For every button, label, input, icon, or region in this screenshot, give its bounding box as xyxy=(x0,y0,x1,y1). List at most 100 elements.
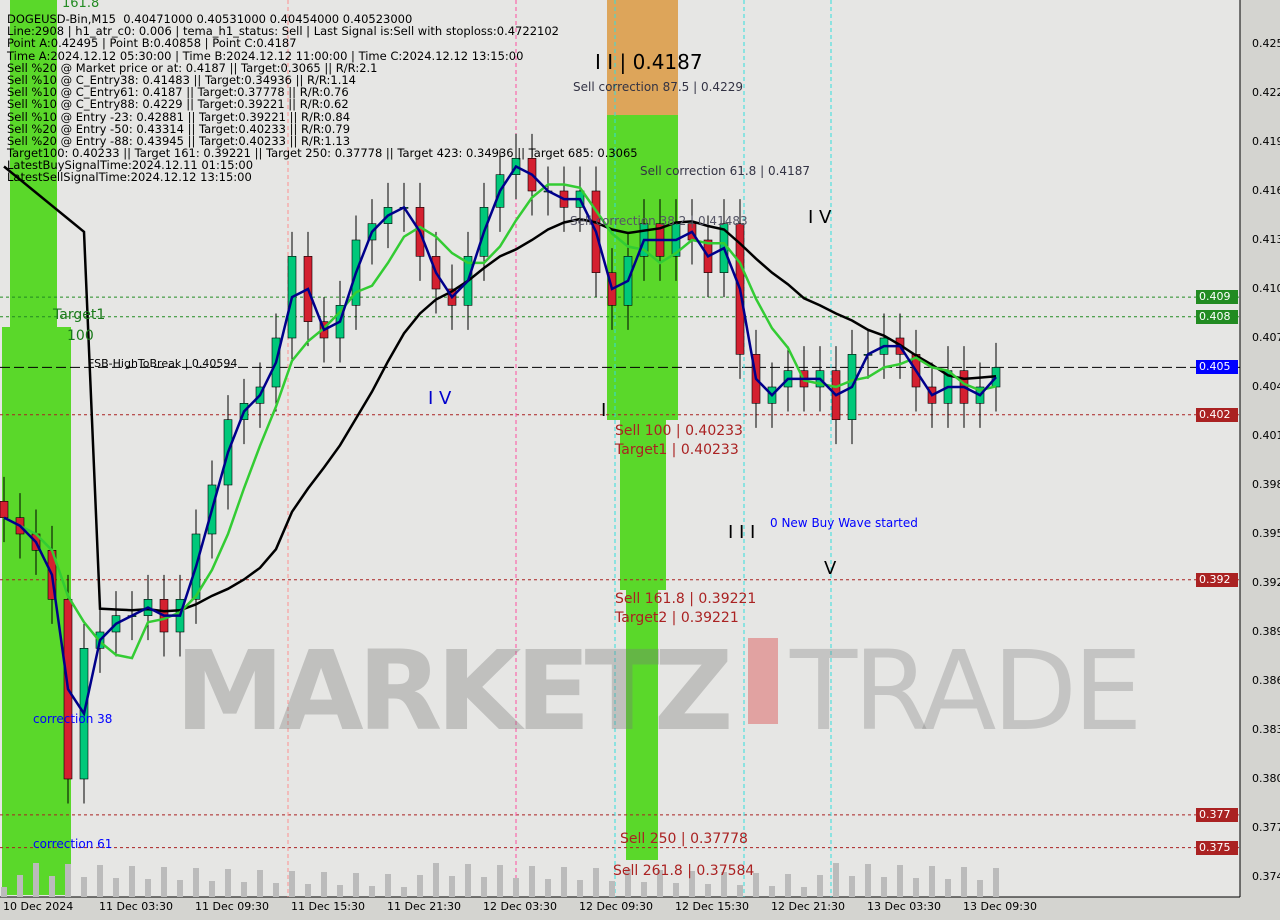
volume-bar xyxy=(193,868,199,897)
x-tick-label: 10 Dec 2024 xyxy=(3,900,74,913)
volume-bar xyxy=(81,877,87,897)
volume-bar xyxy=(945,879,951,897)
wave-v: V xyxy=(824,558,837,579)
new-buy-wave-label: 0 New Buy Wave started xyxy=(770,516,918,530)
volume-bar xyxy=(657,870,663,897)
sell-zone xyxy=(607,115,678,420)
volume-bar xyxy=(993,868,999,897)
y-tick-label: 0.413 xyxy=(1252,232,1280,246)
wave-iv-right: I V xyxy=(808,207,832,228)
y-tick-label: 0.374 xyxy=(1252,869,1280,883)
volume-bar xyxy=(577,880,583,897)
wave-iii: I I I xyxy=(728,522,756,543)
volume-bar xyxy=(625,869,631,897)
volume-bar xyxy=(929,866,935,897)
target2-level-label: Target2 | 0.39221 xyxy=(615,610,739,626)
y-tick-label: 0.422 xyxy=(1252,85,1280,99)
y-tick-label: 0.383 xyxy=(1252,722,1280,736)
volume-bar xyxy=(241,882,247,897)
info-line: Target100: 0.40233 || Target 161: 0.3922… xyxy=(7,146,638,161)
x-tick-label: 13 Dec 09:30 xyxy=(963,900,1037,913)
volume-bar xyxy=(209,881,215,897)
volume-bar xyxy=(529,866,535,897)
fib-label-161: 161.8 xyxy=(62,0,100,11)
volume-bar xyxy=(401,887,407,897)
correction-zone xyxy=(607,0,678,115)
sell-2618-label: Sell 261.8 | 0.37584 xyxy=(613,863,755,879)
ma-black-line xyxy=(3,165,997,613)
x-tick-label: 11 Dec 09:30 xyxy=(195,900,269,913)
volume-bar xyxy=(177,880,183,897)
axis-background xyxy=(1240,0,1280,920)
x-tick-label: 11 Dec 21:30 xyxy=(387,900,461,913)
sell-zone xyxy=(620,420,666,590)
price-level-badge: 0.408 xyxy=(1196,309,1238,324)
volume-bar xyxy=(737,885,743,897)
target1-label: Target1 xyxy=(53,307,106,323)
volume-bar xyxy=(641,882,647,897)
info-line: Time A:2024.12.12 05:30:00 | Time B:2024… xyxy=(7,48,524,63)
fsb-label: FSB-HighToBreak | 0.40594 xyxy=(88,357,238,370)
volume-bar xyxy=(609,881,615,897)
wave-iv-left: I V xyxy=(428,388,452,409)
y-tick-label: 0.410 xyxy=(1252,281,1280,295)
volume-bar xyxy=(817,875,823,897)
volume-bar xyxy=(689,871,695,897)
y-tick-label: 0.380 xyxy=(1252,771,1280,785)
volume-bar xyxy=(705,884,711,897)
info-line: Sell %10 @ C_Entry61: 0.4187 || Target:0… xyxy=(7,85,349,100)
price-level-badge: 0.377 xyxy=(1196,807,1238,822)
info-line: LatestSellSignalTime:2024.12.12 13:15:00 xyxy=(7,170,252,185)
wave-i: I xyxy=(601,400,607,421)
volume-bar xyxy=(673,883,679,897)
y-tick-label: 0.401 xyxy=(1252,428,1280,442)
info-line: Point A:0.42495 | Point B:0.40858 | Poin… xyxy=(7,36,297,51)
volume-bar xyxy=(849,876,855,897)
x-tick-label: 12 Dec 15:30 xyxy=(675,900,749,913)
volume-bar xyxy=(385,874,391,897)
watermark-logo-trade: TRADE xyxy=(790,627,1143,755)
volume-bar xyxy=(161,867,167,897)
tema-line xyxy=(3,164,997,717)
y-tick-label: 0.389 xyxy=(1252,624,1280,638)
x-tick-label: 12 Dec 03:30 xyxy=(483,900,557,913)
volume-bar xyxy=(481,877,487,897)
y-tick-label: 0.407 xyxy=(1252,330,1280,344)
sell-161-label: Sell 161.8 | 0.39221 xyxy=(615,591,757,607)
info-line: LatestBuySignalTime:2024.12.11 01:15:00 xyxy=(7,158,254,173)
x-tick-label: 11 Dec 15:30 xyxy=(291,900,365,913)
candle-body xyxy=(0,501,9,518)
info-line: Line:2908 | h1_atr_c0: 0.006 | tema_h1_s… xyxy=(7,24,559,39)
y-tick-label: 0.377 xyxy=(1252,820,1280,834)
volume-bar xyxy=(833,863,839,897)
volume-bar xyxy=(785,874,791,897)
volume-bar xyxy=(545,879,551,897)
sell-250-label: Sell 250 | 0.37778 xyxy=(620,831,748,847)
volume-bar xyxy=(257,870,263,897)
correction-38-label: correction 38 xyxy=(33,712,113,726)
sell-100-label: Sell 100 | 0.40233 xyxy=(615,423,743,439)
y-tick-label: 0.392 xyxy=(1252,575,1280,589)
x-tick-label: 12 Dec 09:30 xyxy=(579,900,653,913)
watermark-logo-bar xyxy=(748,638,778,724)
target1-value: 100 xyxy=(67,328,94,344)
target1-level-label: Target1 | 0.40233 xyxy=(615,442,739,458)
volume-bar xyxy=(593,868,599,897)
volume-bar xyxy=(17,875,23,897)
y-tick-label: 0.386 xyxy=(1252,673,1280,687)
target-zone xyxy=(10,0,57,327)
volume-bar xyxy=(753,873,759,897)
volume-bar xyxy=(145,879,151,897)
y-tick-label: 0.404 xyxy=(1252,379,1280,393)
volume-bar xyxy=(225,869,231,897)
info-line: Sell %10 @ Entry -23: 0.42881 || Target:… xyxy=(7,109,351,124)
volume-bar xyxy=(769,886,775,897)
price-level-badge: 0.405 xyxy=(1196,360,1238,375)
y-tick-label: 0.398 xyxy=(1252,477,1280,491)
volume-bar xyxy=(865,864,871,897)
volume-bar xyxy=(97,865,103,897)
volume-bar xyxy=(561,867,567,897)
volume-bar xyxy=(321,872,327,897)
sell-correction-875: Sell correction 87.5 | 0.4229 xyxy=(573,80,743,94)
